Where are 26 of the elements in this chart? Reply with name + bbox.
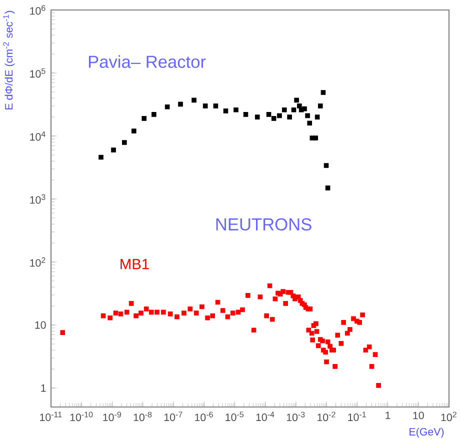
y-tick-label: 1 bbox=[41, 384, 46, 392]
annotation: Pavia– Reactor bbox=[88, 55, 206, 68]
x-axis-title: E(GeV) bbox=[410, 428, 444, 438]
text: MB1 bbox=[120, 259, 149, 270]
x-tick-label: 10$^{-8}$ bbox=[134, 412, 152, 422]
y-tick-label: 10$^{5}$ bbox=[30, 68, 46, 78]
x-tick-label: 10$^{-3}$ bbox=[286, 412, 305, 422]
x-tick-label: 10$^{-1}$ bbox=[348, 412, 366, 422]
x-tick-label: 10$^{-10}$ bbox=[70, 412, 93, 422]
y-tick-label: 10$^{3}$ bbox=[30, 194, 46, 204]
y-axis-title: E dΦ/dE (cm$^{-2}$ sec$^{-1}$) bbox=[3, 10, 15, 110]
y-tick-label: 10$^{6}$ bbox=[30, 5, 46, 15]
y-tick-label: 10$^{2}$ bbox=[30, 257, 46, 267]
x-tick-label: 10$^{-11}$ bbox=[40, 412, 62, 422]
x-tick-label: 1 bbox=[386, 412, 390, 420]
x-tick-label: 10 bbox=[413, 412, 424, 420]
x-tick-label: 10$^{-5}$ bbox=[226, 412, 244, 422]
x-tick-label: 10$^{-4}$ bbox=[256, 412, 274, 422]
x-tick-label: 10$^{-6}$ bbox=[195, 412, 213, 422]
y-tick-label: 10$^{4}$ bbox=[30, 131, 46, 141]
y-tick-label: 10 bbox=[35, 321, 46, 329]
annotation: NEUTRONS bbox=[216, 218, 312, 231]
x-tick-label: 10$^{-7}$ bbox=[164, 412, 182, 422]
x-tick-label: 10$^{2}$ bbox=[441, 412, 456, 422]
x-tick-label: 10$^{-2}$ bbox=[318, 412, 336, 422]
x-tick-label: 10$^{-9}$ bbox=[103, 412, 122, 422]
